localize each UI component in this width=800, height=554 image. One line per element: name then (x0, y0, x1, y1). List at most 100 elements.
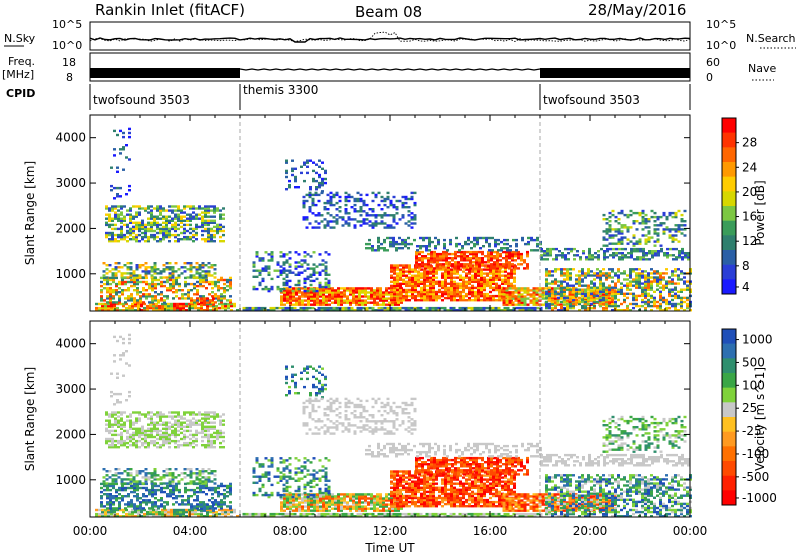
range-time-cell (201, 217, 204, 220)
range-time-cell (468, 278, 471, 281)
range-time-cell (325, 297, 328, 300)
range-time-cell (408, 270, 411, 273)
range-time-cell (170, 508, 173, 512)
range-time-cell (590, 286, 593, 289)
range-time-cell (312, 161, 315, 164)
range-time-cell (133, 301, 136, 304)
range-time-cell (576, 254, 579, 257)
range-time-cell (279, 265, 283, 268)
range-time-cell (114, 274, 118, 277)
range-time-cell (423, 290, 426, 294)
range-time-cell (101, 515, 104, 518)
range-time-cell (165, 233, 168, 237)
range-time-cell (261, 269, 265, 272)
range-time-cell (470, 247, 473, 250)
range-time-cell (666, 247, 669, 251)
range-time-cell (413, 216, 417, 219)
range-time-cell (379, 287, 382, 290)
range-time-cell (549, 252, 552, 255)
range-time-cell (219, 223, 222, 227)
range-time-cell (171, 472, 175, 475)
range-time-cell (458, 249, 461, 252)
range-time-cell (197, 309, 200, 312)
range-time-cell (632, 236, 636, 239)
range-time-cell (549, 247, 552, 251)
range-time-cell (393, 288, 396, 292)
range-time-cell (506, 249, 509, 252)
range-time-cell (467, 238, 470, 242)
range-time-cell (111, 268, 115, 271)
range-time-cell (138, 221, 141, 224)
range-time-cell (145, 289, 148, 292)
range-time-cell (284, 309, 288, 312)
range-time-cell (389, 201, 393, 205)
range-time-cell (492, 276, 495, 279)
range-time-cell (605, 272, 608, 275)
range-time-cell (568, 301, 572, 304)
range-time-cell (377, 240, 380, 244)
range-time-cell (475, 263, 478, 266)
range-time-cell (326, 199, 330, 203)
range-time-cell (588, 252, 591, 255)
range-time-cell (210, 235, 213, 239)
range-time-cell (650, 296, 653, 300)
range-time-cell (353, 226, 357, 229)
range-time-cell (588, 247, 591, 251)
range-time-cell (428, 236, 431, 240)
range-time-cell (115, 490, 118, 494)
range-time-cell (318, 253, 322, 256)
range-time-cell (597, 250, 600, 253)
range-time-cell (200, 304, 203, 308)
range-time-cell (635, 278, 638, 281)
colorbar-tick-label: 12 (742, 234, 757, 248)
range-time-cell (489, 296, 492, 300)
range-time-cell (153, 468, 157, 471)
range-time-cell (536, 306, 540, 310)
range-time-cell (220, 299, 223, 302)
range-time-cell (133, 289, 136, 292)
range-time-cell (134, 302, 137, 306)
range-time-cell (568, 291, 572, 294)
range-time-cell (511, 287, 515, 290)
range-time-cell (215, 306, 218, 310)
range-time-cell (206, 512, 209, 516)
range-time-cell (498, 274, 501, 277)
range-time-cell (141, 235, 144, 239)
range-time-cell (433, 259, 436, 262)
range-time-cell (526, 255, 529, 258)
range-time-cell (659, 304, 662, 308)
range-time-cell (160, 505, 163, 508)
range-time-cell (601, 295, 605, 298)
range-time-cell (126, 231, 129, 235)
range-time-cell (217, 287, 220, 290)
range-time-cell (111, 217, 114, 220)
range-time-cell (411, 286, 414, 290)
range-time-cell (436, 259, 439, 262)
range-time-cell (347, 212, 351, 215)
range-time-cell (382, 299, 385, 302)
range-time-cell (177, 480, 181, 483)
range-time-cell (463, 259, 466, 262)
range-time-cell (399, 272, 402, 275)
range-time-cell (377, 309, 381, 312)
range-time-cell (377, 245, 380, 248)
range-time-cell (150, 215, 153, 218)
range-time-cell (507, 284, 510, 288)
range-time-cell (279, 251, 283, 254)
range-time-cell (390, 294, 393, 298)
range-time-cell (584, 292, 587, 295)
range-time-cell (110, 189, 113, 192)
range-time-cell (390, 299, 393, 302)
range-time-cell (230, 304, 233, 308)
range-time-cell (482, 309, 486, 312)
range-time-cell (292, 291, 295, 294)
range-time-cell (511, 263, 514, 266)
range-time-cell (370, 287, 373, 290)
range-time-cell (368, 247, 371, 250)
range-time-cell (419, 309, 423, 312)
range-time-cell (527, 240, 530, 244)
range-time-cell (421, 263, 424, 266)
range-time-cell (185, 302, 188, 306)
range-time-cell (285, 281, 289, 285)
range-time-cell (323, 206, 327, 209)
